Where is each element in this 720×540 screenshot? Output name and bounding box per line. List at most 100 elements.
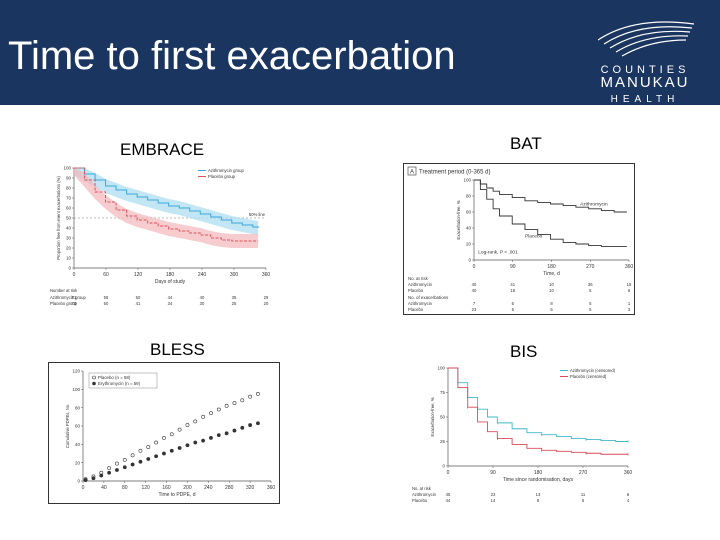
bless-x-tick-label: 320 [246, 485, 255, 491]
bat-y-tick-label: 40 [466, 226, 472, 231]
bat-x-tick-label: 180 [547, 264, 556, 270]
bat-risk-value: 36 [588, 282, 593, 287]
bat-exac-risk-value: 5 [589, 301, 592, 306]
bat-risk-value: 40 [472, 282, 477, 287]
bis-risk-row-label: Placebo [412, 498, 428, 503]
bat-risk-row-label: Azithromycin [408, 282, 433, 287]
bis-x-tick-label: 270 [579, 470, 588, 476]
bat-series-label-azithromycin: Azithromycin [580, 202, 608, 208]
embrace-y-tick-label: 30 [66, 236, 72, 241]
embrace-risk-value: 25 [232, 301, 237, 306]
bat-exac-risk-value: 5 [512, 307, 515, 312]
bat-risk-value: 15 [627, 282, 632, 287]
bless-point-erythromycin [83, 478, 88, 482]
embrace-risk-value: 30 [200, 301, 205, 306]
bless-point-placebo [240, 398, 245, 403]
embrace-y-axis-label: Proportion free from event exacerbations… [56, 176, 61, 260]
bless-point-erythromycin [240, 425, 245, 430]
bless-point-erythromycin [146, 457, 151, 461]
bat-label: BAT [510, 134, 542, 153]
bless-point-erythromycin [232, 428, 237, 433]
embrace-legend-label: Placebo group [208, 174, 236, 179]
bis-x-tick-label: 0 [447, 470, 450, 476]
bless-point-placebo [216, 407, 221, 412]
embrace-y-tick-label: 50 [66, 216, 72, 221]
bless-point-placebo [154, 440, 159, 445]
embrace-y-tick-label: 80 [66, 186, 72, 191]
embrace-x-tick-label: 120 [134, 272, 143, 278]
bless-point-erythromycin [169, 448, 174, 453]
bless-point-placebo [146, 445, 151, 449]
bis-risk-value: 6 [537, 498, 540, 503]
bless-legend-marker [92, 375, 96, 380]
bless-point-erythromycin [162, 451, 166, 456]
embrace-y-tick-label: 20 [66, 246, 72, 251]
bis-y-tick-label: 25 [440, 439, 446, 444]
bat-series-line-0 [474, 179, 627, 213]
bat-series-label-placebo: Placebo [525, 234, 543, 240]
bless-point-placebo [177, 427, 182, 432]
bless-point-placebo [224, 403, 229, 408]
bless-point-placebo [115, 461, 119, 466]
bless-legend-label: Erythromycin (n = 59) [98, 381, 141, 386]
bless-y-axis-label: Cumulative PDPEs, No. [65, 404, 70, 448]
bless-point-placebo [232, 401, 237, 405]
embrace-series-line-1 [74, 167, 259, 242]
bless-point-placebo [193, 419, 198, 424]
bat-risk-value: 10 [549, 288, 554, 293]
bless-point-placebo [162, 436, 166, 440]
bat-x-tick-label: 360 [625, 264, 634, 270]
bat-panel-letter: A [410, 170, 414, 176]
bat-y-tick-label: 0 [468, 258, 471, 263]
bless-x-tick-label: 160 [162, 485, 171, 491]
bis-series-line-0 [448, 367, 628, 442]
bis-legend-label: Placebo (censored) [570, 374, 607, 379]
bis-y-tick-label: 0 [442, 464, 445, 469]
bat-logrank-annotation: Log-rank, P < .001 [478, 250, 518, 256]
embrace-y-tick-label: 0 [68, 266, 71, 271]
bless-point-placebo [122, 458, 127, 462]
embrace-x-tick-label: 360 [262, 272, 270, 278]
bless-y-tick-label: 60 [75, 424, 81, 429]
bis-x-tick-label: 90 [490, 470, 496, 476]
logo-text-manukau: MANUKAU [600, 74, 690, 91]
embrace-y-tick-label: 40 [66, 226, 72, 231]
bat-risk-value: 41 [510, 282, 515, 287]
bat-chart: A Treatment period (0-365 d)0 90 180 270 3600… [407, 166, 634, 312]
bat-x-axis-label: Time, d [543, 271, 560, 277]
bat-x-tick-label: 90 [510, 264, 516, 270]
bis-y-tick-label: 50 [440, 415, 446, 420]
bless-point-erythromycin [91, 476, 96, 481]
bat-y-tick-label: 100 [463, 178, 471, 183]
bless-point-placebo [248, 394, 253, 399]
bless-x-tick-label: 120 [141, 485, 150, 491]
bat-series-line-1 [474, 179, 627, 247]
bless-point-erythromycin [224, 431, 229, 436]
bless-y-tick-label: 120 [72, 369, 80, 374]
bat-risk-value: 5 [589, 288, 592, 293]
bless-point-erythromycin [193, 440, 198, 445]
bis-legend-label: Azithromycin (censored) [570, 368, 616, 373]
bis-x-tick-label: 360 [624, 470, 633, 476]
bat-risk-row-label: Placebo [408, 288, 424, 293]
bis-chart-panel: 0 90 180 270 360 0 25 50 75 100 Time since randomi… [410, 362, 636, 504]
bless-point-erythromycin [122, 465, 127, 470]
bat-risk-value: 6 [628, 288, 631, 293]
embrace-risk-value: 40 [200, 295, 205, 300]
bat-chart-title: Treatment period (0-365 d) [419, 170, 490, 176]
bless-x-tick-label: 0 [82, 485, 85, 491]
bis-risk-value: 23 [491, 492, 496, 497]
embrace-chart-panel: 0 60 120 180 240 300 360 0 10 20 30 40 50 60 70 80 90 100… [48, 160, 270, 310]
bis-risk-value: 45 [446, 492, 451, 497]
embrace-x-tick-label: 0 [73, 272, 76, 278]
bis-risk-value: 6 [627, 492, 630, 497]
bis-y-tick-label: 100 [437, 366, 445, 371]
bless-point-erythromycin [99, 473, 104, 478]
logo-wave-icon [597, 21, 695, 57]
bat-risk-value: 18 [510, 288, 515, 293]
bless-point-erythromycin [201, 438, 206, 443]
bat-exac-risk-value: 8 [550, 301, 553, 306]
bless-point-erythromycin [248, 423, 253, 427]
bless-point-placebo [201, 414, 206, 419]
bless-x-tick-label: 240 [204, 485, 213, 491]
